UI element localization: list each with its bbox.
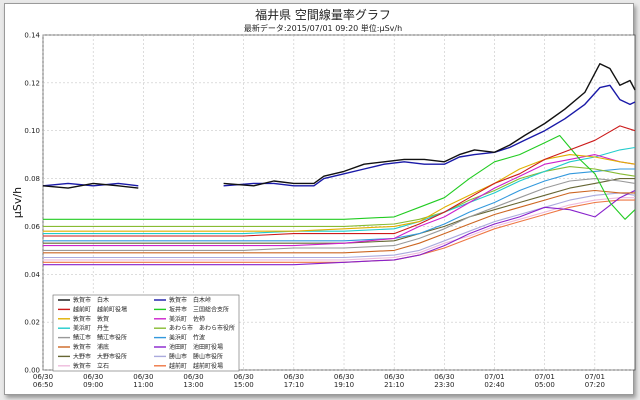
x-tick-time: 15:00 bbox=[234, 381, 254, 389]
y-tick-label: 0.02 bbox=[24, 319, 40, 327]
x-tick-date: 06/30 bbox=[83, 373, 103, 381]
legend-entry: 敦賀市 浦底 bbox=[73, 343, 109, 351]
x-tick-time: 21:10 bbox=[384, 381, 404, 389]
line-chart: 0.000.020.040.060.080.100.120.1406/3006:… bbox=[11, 32, 636, 389]
legend-entry: 敦賀市 白木峠 bbox=[169, 296, 211, 304]
series-line-3 bbox=[43, 134, 636, 220]
x-tick-time: 06:50 bbox=[33, 381, 53, 389]
legend-entry: 坂井市 三国総合支所 bbox=[169, 305, 229, 313]
y-tick-label: 0.10 bbox=[24, 127, 40, 135]
y-tick-label: 0.14 bbox=[24, 32, 40, 40]
x-tick-date: 07/01 bbox=[585, 373, 605, 381]
legend-entry: 敦賀市 白木 bbox=[73, 296, 109, 304]
x-tick-date: 06/30 bbox=[434, 373, 454, 381]
x-tick-time: 17:10 bbox=[284, 381, 304, 389]
legend-entry: 美浜町 丹生 bbox=[73, 324, 109, 332]
series-line-14 bbox=[43, 197, 635, 261]
legend-entry: 敦賀市 立石 bbox=[73, 362, 109, 370]
series-line-11 bbox=[43, 190, 636, 266]
series-line-7 bbox=[43, 166, 636, 227]
y-tick-label: 0.06 bbox=[24, 223, 40, 231]
series-line-12 bbox=[43, 178, 635, 244]
series-line-4 bbox=[43, 154, 636, 232]
y-tick-label: 0.08 bbox=[24, 175, 40, 183]
x-tick-date: 06/30 bbox=[183, 373, 203, 381]
legend-entry: 美浜町 佐柿 bbox=[169, 315, 205, 323]
legend-entry: 越前町 越前町役場 bbox=[169, 362, 223, 370]
series-line-1 bbox=[42, 84, 636, 187]
legend-entry: 敦賀市 敦賀 bbox=[73, 315, 109, 323]
x-tick-time: 07:20 bbox=[585, 381, 605, 389]
x-tick-date: 07/01 bbox=[484, 373, 504, 381]
x-tick-time: 11:00 bbox=[133, 381, 153, 389]
legend-entry: 鯖江市 鯖江市役所 bbox=[73, 334, 127, 342]
chart-subtitle: 最新データ:2015/07/01 09:20 単位:μSv/h bbox=[243, 24, 403, 33]
x-tick-date: 06/30 bbox=[133, 373, 153, 381]
legend-entry: 越前町 越前町役場 bbox=[73, 305, 127, 313]
chart-frame: 福井県 空間線量率グラフ 最新データ:2015/07/01 09:20 単位:μ… bbox=[4, 3, 636, 395]
x-tick-time: 19:10 bbox=[334, 381, 354, 389]
x-tick-date: 06/30 bbox=[284, 373, 304, 381]
series-line-6 bbox=[43, 146, 636, 235]
series-line-0 bbox=[42, 63, 636, 189]
x-tick-date: 07/01 bbox=[535, 373, 555, 381]
series-line-10 bbox=[43, 189, 635, 254]
series-line-5 bbox=[43, 154, 636, 247]
chart-title: 福井県 空間線量率グラフ bbox=[255, 8, 391, 22]
y-tick-label: 0.04 bbox=[24, 271, 40, 279]
y-tick-label: 0.00 bbox=[24, 367, 40, 375]
x-tick-time: 02:40 bbox=[484, 381, 504, 389]
series-line-9 bbox=[43, 168, 635, 242]
series-line-13 bbox=[43, 192, 636, 259]
x-tick-date: 06/30 bbox=[33, 373, 53, 381]
x-tick-date: 06/30 bbox=[384, 373, 404, 381]
x-tick-time: 09:00 bbox=[83, 381, 103, 389]
legend-entry: 池田町 池田町役場 bbox=[169, 343, 223, 351]
x-tick-time: 13:00 bbox=[183, 381, 203, 389]
legend-entry: 大野市 大野市役所 bbox=[73, 352, 127, 360]
x-tick-date: 06/30 bbox=[234, 373, 254, 381]
legend-entry: 美浜町 竹波 bbox=[169, 334, 205, 342]
x-tick-time: 05:00 bbox=[535, 381, 555, 389]
x-tick-date: 06/30 bbox=[334, 373, 354, 381]
legend-entry: 勝山市 勝山市役所 bbox=[169, 352, 223, 360]
legend-box bbox=[52, 294, 240, 372]
legend-entry: あわら市 あわら市役所 bbox=[169, 324, 235, 332]
series-line-2 bbox=[43, 125, 636, 237]
series-line-8 bbox=[43, 178, 636, 251]
y-tick-label: 0.12 bbox=[24, 79, 40, 87]
series-line-15 bbox=[43, 199, 635, 263]
x-tick-time: 23:30 bbox=[434, 381, 454, 389]
y-axis-label: μSv/h bbox=[11, 187, 24, 218]
